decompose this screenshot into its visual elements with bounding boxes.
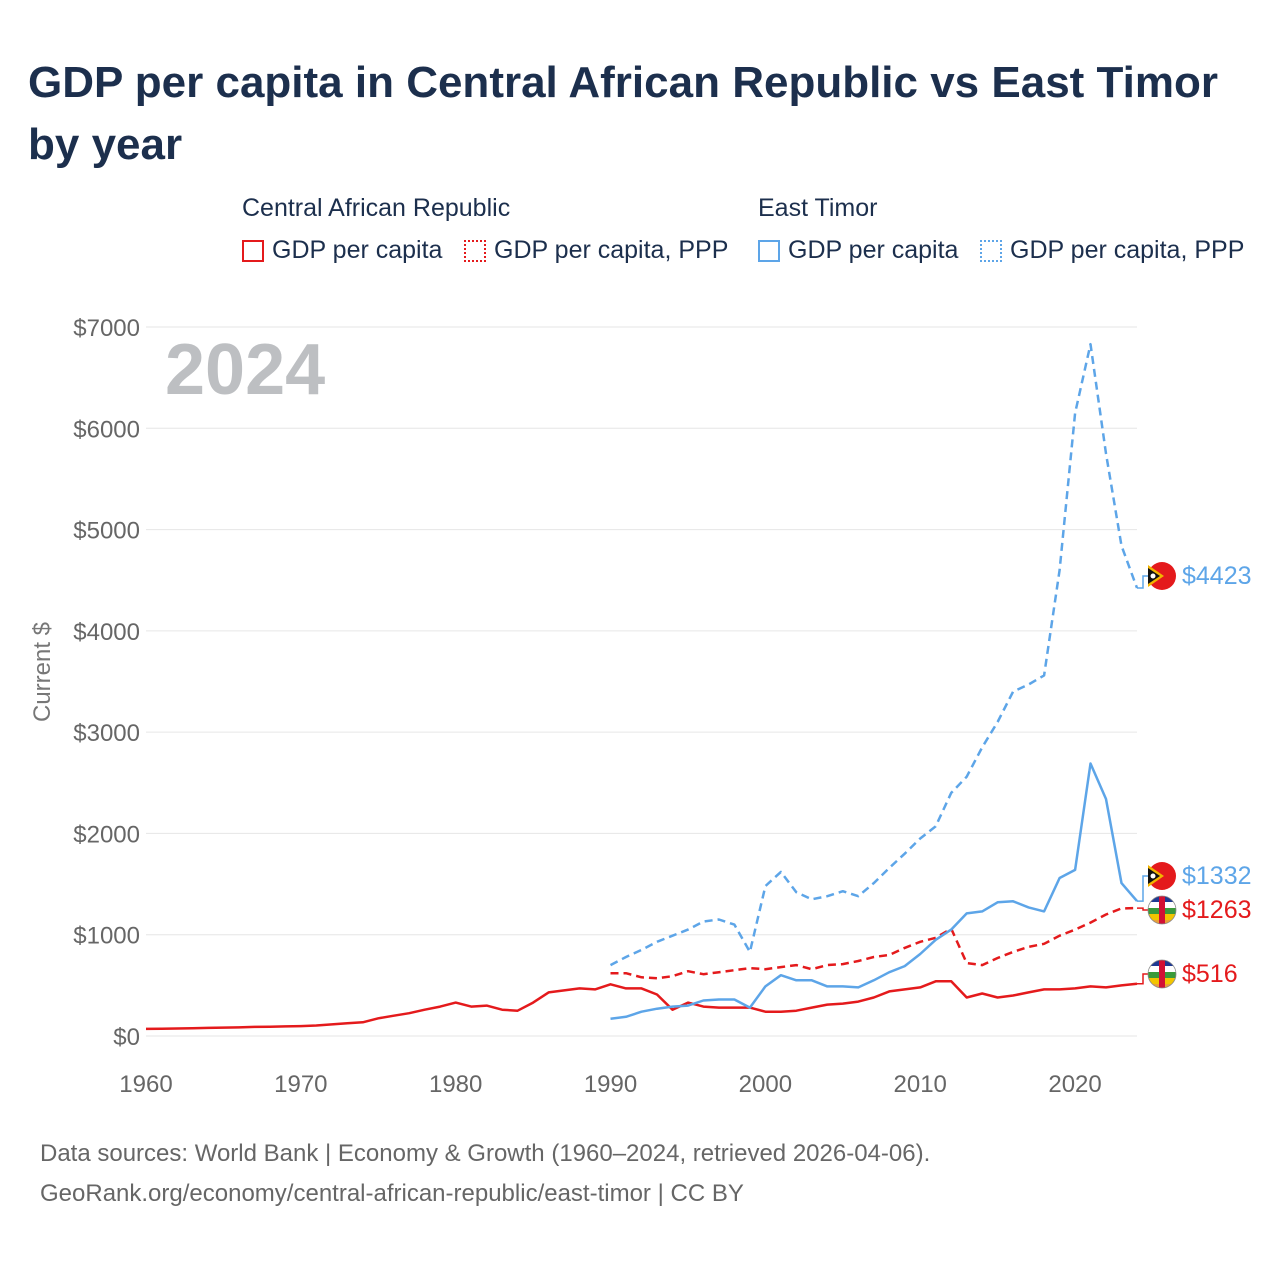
end-value-label: $1332 bbox=[1182, 862, 1252, 890]
end-value-label: $516 bbox=[1182, 960, 1238, 988]
y-tick-label: $6000 bbox=[73, 416, 140, 443]
end-connector bbox=[1137, 907, 1148, 911]
series-lines bbox=[145, 342, 1139, 1031]
footer-source: Data sources: World Bank | Economy & Gro… bbox=[40, 1140, 931, 1167]
legend-swatch bbox=[980, 239, 1002, 262]
legend-item-car-gdp[interactable]: GDP per capita bbox=[242, 236, 442, 265]
series-line bbox=[609, 342, 1139, 967]
end-connector bbox=[1137, 973, 1148, 985]
y-tick-label: $2000 bbox=[73, 821, 140, 848]
series-line bbox=[610, 762, 1138, 1021]
east-timor-flag-icon bbox=[1148, 862, 1176, 890]
legend-label: GDP per capita bbox=[788, 236, 959, 264]
legend-group-car: Central African Republic bbox=[242, 194, 511, 222]
legend-group-tl: East Timor bbox=[758, 194, 878, 222]
x-tick-label: 1970 bbox=[274, 1071, 327, 1098]
legend-swatch bbox=[758, 239, 780, 262]
line-chart: $0 $1000 $2000 $3000 $4000 $5000 $6000 $7000 19… bbox=[29, 315, 1252, 1098]
end-value-label: $4423 bbox=[1182, 562, 1252, 590]
car-flag-icon bbox=[1147, 959, 1177, 989]
y-tick-label: $5000 bbox=[73, 518, 140, 545]
end-connector bbox=[1137, 575, 1148, 589]
end-connector bbox=[1137, 875, 1148, 902]
x-tick-label: 1980 bbox=[429, 1071, 482, 1098]
series-line bbox=[145, 980, 1138, 1031]
y-tick-label: $4000 bbox=[73, 619, 140, 646]
year-watermark: 2024 bbox=[165, 330, 325, 410]
footer-url[interactable]: GeoRank.org/economy/central-african-repu… bbox=[40, 1180, 744, 1207]
legend-item-tl-gdp[interactable]: GDP per capita bbox=[758, 236, 958, 265]
x-tick-label: 2010 bbox=[894, 1071, 947, 1098]
car-flag-icon bbox=[1147, 895, 1177, 925]
series-line bbox=[610, 906, 1138, 980]
legend-item-tl-ppp[interactable]: GDP per capita, PPP bbox=[980, 236, 1244, 265]
y-tick-label: $0 bbox=[113, 1024, 140, 1051]
legend-label: GDP per capita bbox=[272, 236, 443, 264]
legend-item-car-ppp[interactable]: GDP per capita, PPP bbox=[464, 236, 728, 265]
end-markers: $516 $1263 $1332 $4423 bbox=[1137, 562, 1252, 989]
y-axis-ticks: $0 $1000 $2000 $3000 $4000 $5000 $6000 $7000 bbox=[73, 315, 140, 1051]
y-axis-label: Current $ bbox=[29, 622, 56, 722]
y-tick-label: $1000 bbox=[73, 923, 140, 950]
legend-label: GDP per capita, PPP bbox=[1010, 236, 1245, 264]
legend-swatch bbox=[464, 239, 486, 262]
gridlines bbox=[146, 326, 1137, 1037]
east-timor-flag-icon bbox=[1148, 562, 1176, 590]
x-axis-ticks: 1960 1970 1980 1990 2000 2010 2020 bbox=[119, 1071, 1101, 1098]
legend-swatch bbox=[242, 239, 264, 262]
chart-title: GDP per capita in Central African Republ… bbox=[28, 58, 1218, 169]
x-tick-label: 2020 bbox=[1048, 1071, 1101, 1098]
end-value-label: $1263 bbox=[1182, 896, 1252, 924]
x-tick-label: 2000 bbox=[739, 1071, 792, 1098]
legend-label: GDP per capita, PPP bbox=[494, 236, 729, 264]
x-tick-label: 1990 bbox=[584, 1071, 637, 1098]
y-tick-label: $3000 bbox=[73, 720, 140, 747]
y-tick-label: $7000 bbox=[73, 315, 140, 342]
x-tick-label: 1960 bbox=[119, 1071, 172, 1098]
